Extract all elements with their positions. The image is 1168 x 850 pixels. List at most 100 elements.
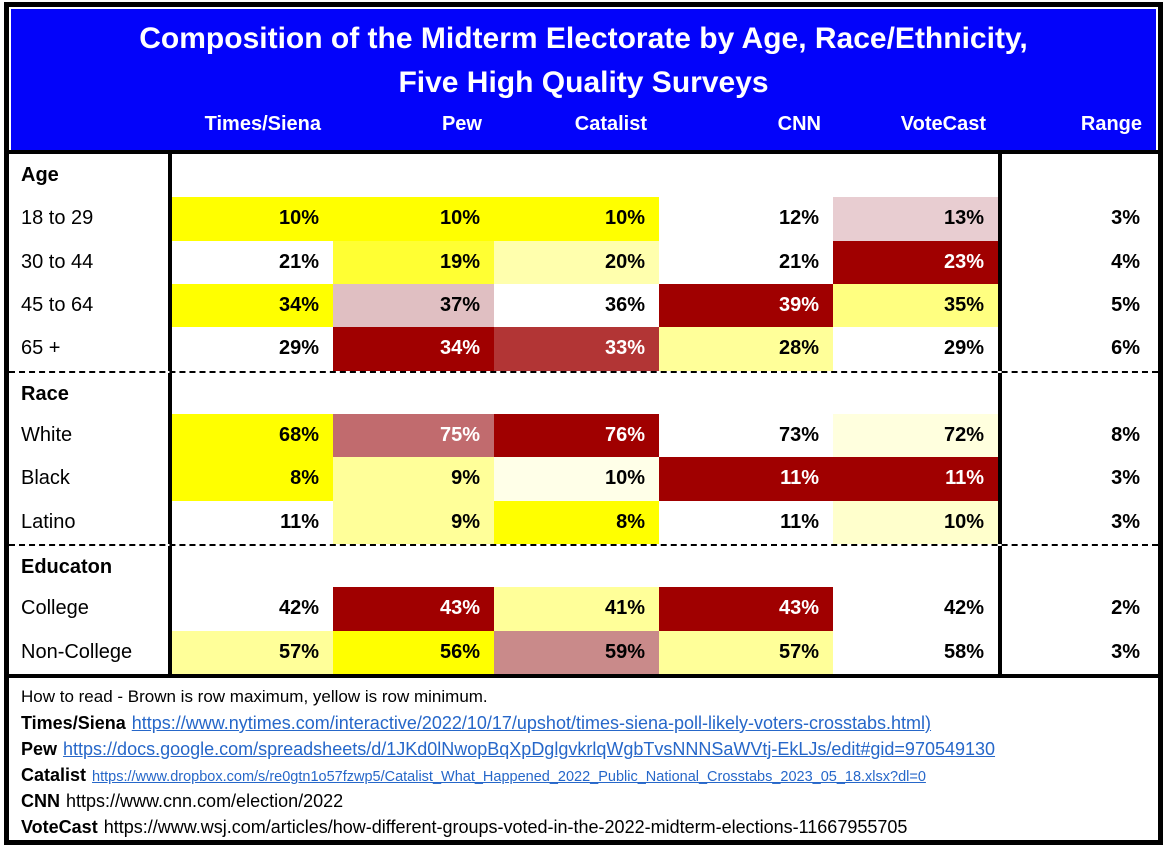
- source-line-catalist: Catalist https://www.dropbox.com/s/re0gtn…: [21, 762, 1146, 788]
- source-url-votecast: https://www.wsj.com/articles/how-differe…: [103, 817, 908, 837]
- row-label: College: [9, 587, 172, 631]
- row-label: 30 to 44: [9, 240, 172, 284]
- range-cell: 3%: [998, 197, 1154, 241]
- column-header-row: Times/Siena Pew Catalist CNN VoteCast Range: [11, 105, 1156, 143]
- blank-cell: [172, 546, 333, 587]
- blank-cell: [833, 373, 998, 414]
- source-line-times-siena: Times/Siena https://www.nytimes.com/inter…: [21, 710, 1146, 736]
- range-cell: [998, 545, 1154, 588]
- data-cell-catalist-30-to-44: 20%: [494, 240, 659, 284]
- source-url-catalist[interactable]: https://www.dropbox.com/s/re0gtn1o57fzwp…: [92, 769, 926, 785]
- table-row-latino: Latino 11% 9% 8% 11% 10% 3%: [9, 500, 1158, 544]
- source-name-cnn: CNN: [21, 791, 60, 811]
- blank-cell: [494, 546, 659, 587]
- data-cell-cnn-college: 43%: [659, 587, 833, 631]
- table-row-college: College 42% 43% 41% 43% 42% 2%: [9, 587, 1158, 631]
- table-row-30-to-44: 30 to 44 21% 19% 20% 21% 23% 4%: [9, 240, 1158, 284]
- section-label: Race: [9, 372, 172, 414]
- blank-cell: [172, 373, 333, 414]
- range-cell: 5%: [998, 283, 1154, 328]
- data-cell-cnn-45-to-64: 39%: [659, 283, 833, 328]
- source-line-votecast: VoteCast https://www.wsj.com/articles/how…: [21, 814, 1146, 840]
- header-blue-band: Composition of the Midterm Electorate by…: [11, 9, 1156, 150]
- title-line-1: Composition of the Midterm Electorate by…: [139, 22, 1028, 55]
- data-cell-catalist-white: 76%: [494, 413, 659, 458]
- blank-cell: [833, 546, 998, 587]
- data-cell-pew-latino: 9%: [333, 500, 494, 544]
- data-cell-votecast-latino: 10%: [833, 500, 998, 544]
- data-cell-pew-65: 34%: [333, 327, 494, 371]
- data-cell-cnn-65: 28%: [659, 327, 833, 371]
- data-cell-pew-black: 9%: [333, 457, 494, 501]
- row-label: 45 to 64: [9, 283, 172, 328]
- data-cell-cnn-white: 73%: [659, 413, 833, 458]
- range-cell: 8%: [998, 413, 1154, 458]
- data-cell-catalist-non-college: 59%: [494, 630, 659, 674]
- data-cell-catalist-45-to-64: 36%: [494, 283, 659, 328]
- data-cell-catalist-latino: 8%: [494, 500, 659, 544]
- range-cell: 3%: [998, 457, 1154, 501]
- data-cell-times-siena-latino: 11%: [172, 500, 333, 544]
- source-url-times-siena[interactable]: https://www.nytimes.com/interactive/2022…: [131, 713, 932, 733]
- source-name-pew: Pew: [21, 739, 58, 759]
- range-cell: 4%: [998, 240, 1154, 284]
- blank-cell: [659, 546, 833, 587]
- title-line-2: Five High Quality Surveys: [398, 66, 769, 99]
- table-row-black: Black 8% 9% 10% 11% 11% 3%: [9, 457, 1158, 501]
- source-list: Times/Siena https://www.nytimes.com/inter…: [21, 710, 1146, 840]
- section-row-educaton: Educaton: [9, 543, 1158, 588]
- legend-text: How to read - Brown is row maximum, yell…: [21, 687, 488, 706]
- data-cell-cnn-30-to-44: 21%: [659, 240, 833, 284]
- data-cell-times-siena-white: 68%: [172, 413, 333, 458]
- corner-cell: [11, 105, 174, 143]
- data-cell-times-siena-45-to-64: 34%: [172, 283, 333, 328]
- data-cell-votecast-18-to-29: 13%: [833, 197, 998, 241]
- row-label: Latino: [9, 500, 172, 544]
- blank-cell: [333, 373, 494, 414]
- blank-cell: [659, 154, 833, 197]
- data-cell-votecast-college: 42%: [833, 587, 998, 631]
- chart-title: Composition of the Midterm Electorate by…: [11, 9, 1156, 105]
- table-row-65: 65 +29% 34% 33% 28% 29% 6%: [9, 327, 1158, 371]
- row-label: Black: [9, 457, 172, 501]
- table-row-18-to-29: 18 to 29 10% 10% 10% 12% 13% 3%: [9, 197, 1158, 241]
- poll-table-figure: Composition of the Midterm Electorate by…: [4, 2, 1163, 845]
- data-cell-catalist-18-to-29: 10%: [494, 197, 659, 241]
- column-header-times-siena: Times/Siena: [204, 113, 321, 135]
- data-cell-votecast-65: 29%: [833, 327, 998, 371]
- data-cell-catalist-black: 10%: [494, 457, 659, 501]
- source-url-pew[interactable]: https://docs.google.com/spreadsheets/d/1…: [63, 739, 996, 759]
- data-cell-pew-30-to-44: 19%: [333, 240, 494, 284]
- data-cell-pew-college: 43%: [333, 587, 494, 631]
- table-header: Composition of the Midterm Electorate by…: [9, 9, 1158, 154]
- row-label: Non-College: [9, 630, 172, 674]
- range-cell: 2%: [998, 587, 1154, 631]
- data-cell-times-siena-college: 42%: [172, 587, 333, 631]
- data-cell-cnn-18-to-29: 12%: [659, 197, 833, 241]
- blank-cell: [333, 154, 494, 197]
- source-name-votecast: VoteCast: [21, 817, 98, 837]
- row-label: White: [9, 413, 172, 458]
- data-cell-cnn-non-college: 57%: [659, 630, 833, 674]
- row-label: 18 to 29: [9, 197, 172, 241]
- section-label: Age: [9, 154, 172, 198]
- source-line-pew: Pew https://docs.google.com/spreadsheets/…: [21, 736, 1146, 762]
- column-header-cnn: CNN: [777, 113, 821, 135]
- row-label: 65 +: [9, 327, 172, 371]
- footer-notes: How to read - Brown is row maximum, yell…: [9, 678, 1158, 840]
- data-cell-times-siena-non-college: 57%: [172, 630, 333, 674]
- range-cell: 3%: [998, 500, 1154, 544]
- source-name-times-siena: Times/Siena: [21, 713, 126, 733]
- range-cell: [998, 154, 1154, 198]
- source-name-catalist: Catalist: [21, 765, 87, 785]
- column-header-range: Range: [1080, 113, 1142, 135]
- range-cell: 3%: [998, 630, 1154, 674]
- section-label: Educaton: [9, 545, 172, 588]
- table-row-non-college: Non-College 57% 56% 59% 57% 58% 3%: [9, 630, 1158, 674]
- data-cell-votecast-black: 11%: [833, 457, 998, 501]
- data-cell-votecast-non-college: 58%: [833, 630, 998, 674]
- data-cell-times-siena-65: 29%: [172, 327, 333, 371]
- section-row-race: Race: [9, 370, 1158, 414]
- data-cell-pew-18-to-29: 10%: [333, 197, 494, 241]
- table-row-white: White 68% 75% 76% 73% 72% 8%: [9, 413, 1158, 458]
